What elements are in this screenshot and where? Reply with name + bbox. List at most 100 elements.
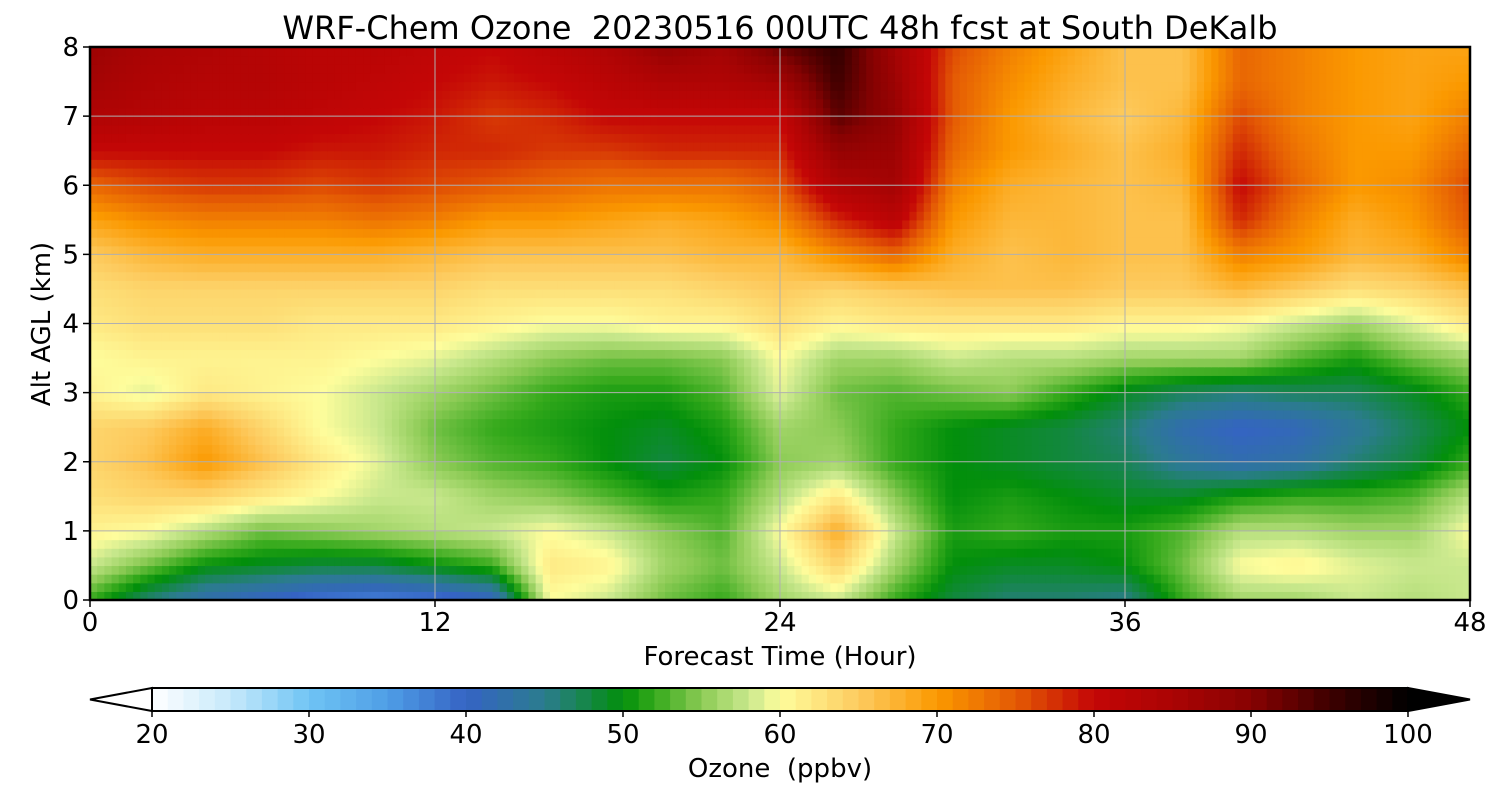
heatmap-cell	[1103, 565, 1112, 575]
heatmap-cell	[1290, 504, 1299, 515]
heatmap-cell	[1426, 504, 1435, 515]
heatmap-cell	[370, 375, 379, 385]
heatmap-cell	[744, 591, 752, 600]
heatmap-cell	[895, 582, 903, 592]
heatmap-cell	[1053, 504, 1061, 515]
heatmap-cell	[435, 418, 443, 428]
heatmap-cell	[169, 453, 177, 463]
heatmap-cell	[377, 418, 386, 428]
heatmap-cell	[902, 530, 910, 541]
heatmap-cell	[938, 470, 946, 480]
heatmap-cell	[571, 470, 580, 480]
heatmap-cell	[1153, 565, 1162, 575]
heatmap-cell	[1110, 383, 1119, 394]
heatmap-cell	[722, 530, 731, 541]
heatmap-cell	[190, 453, 199, 463]
heatmap-cell	[1362, 522, 1370, 532]
heatmap-cell	[801, 591, 810, 600]
heatmap-cell	[815, 479, 824, 489]
heatmap-cell	[1045, 504, 1054, 515]
heatmap-cell	[787, 487, 795, 497]
heatmap-cell	[578, 418, 587, 428]
heatmap-cell	[1089, 582, 1097, 592]
heatmap-cell	[880, 461, 889, 471]
heatmap-cell	[485, 435, 494, 446]
heatmap-cell	[399, 556, 407, 567]
heatmap-cell	[1110, 522, 1119, 532]
heatmap-cell	[542, 582, 551, 592]
heatmap-cell	[945, 539, 954, 549]
heatmap-cell	[506, 513, 515, 523]
heatmap-cell	[1182, 522, 1191, 532]
heatmap-cell	[1175, 513, 1184, 523]
heatmap-cell	[650, 401, 659, 411]
heatmap-cell	[1110, 513, 1119, 523]
heatmap-cell	[341, 461, 350, 471]
heatmap-cell	[391, 582, 400, 592]
heatmap-cell	[988, 496, 997, 506]
heatmap-cell	[772, 574, 781, 584]
heatmap-cell	[966, 487, 975, 497]
heatmap-cell	[384, 383, 393, 394]
heatmap-cell	[1196, 504, 1205, 515]
heatmap-cell	[1139, 375, 1148, 385]
heatmap-cell	[535, 574, 544, 584]
heatmap-cell	[334, 375, 343, 385]
heatmap-cell	[621, 504, 630, 515]
heatmap-cell	[909, 556, 918, 567]
heatmap-cell	[1340, 435, 1349, 446]
heatmap-cell	[744, 574, 752, 584]
heatmap-cell	[1117, 539, 1126, 549]
heatmap-cell	[320, 522, 328, 532]
heatmap-cell	[442, 409, 450, 420]
heatmap-cell	[1053, 548, 1061, 558]
heatmap-cell	[1218, 375, 1227, 385]
heatmap-cell	[1074, 418, 1083, 428]
heatmap-cell	[801, 496, 810, 506]
heatmap-cell	[377, 479, 386, 489]
heatmap-cell	[506, 487, 515, 497]
heatmap-cell	[686, 461, 695, 471]
heatmap-cell	[1074, 409, 1083, 420]
heatmap-cell	[600, 470, 609, 480]
heatmap-cell	[334, 427, 343, 437]
heatmap-cell	[176, 513, 185, 523]
heatmap-cell	[1261, 496, 1270, 506]
heatmap-cell	[161, 479, 170, 489]
heatmap-cell	[1211, 418, 1220, 428]
heatmap-cell	[1002, 401, 1011, 411]
heatmap-cell	[506, 409, 515, 420]
heatmap-cell	[442, 444, 450, 454]
heatmap-cell	[945, 574, 954, 584]
heatmap-cell	[866, 574, 875, 584]
heatmap-cell	[1376, 565, 1385, 575]
heatmap-cell	[478, 591, 486, 600]
heatmap-cell	[938, 530, 946, 541]
heatmap-cell	[657, 504, 666, 515]
heatmap-cell	[722, 401, 731, 411]
heatmap-cell	[169, 470, 177, 480]
heatmap-cell	[276, 461, 285, 471]
heatmap-cell	[744, 556, 752, 567]
heatmap-cell	[765, 504, 774, 515]
heatmap-cell	[1347, 539, 1356, 549]
heatmap-cell	[1247, 401, 1255, 411]
heatmap-cell	[1117, 591, 1126, 600]
heatmap-cell	[140, 539, 149, 549]
heatmap-cell	[981, 453, 990, 463]
heatmap-cell	[1426, 522, 1435, 532]
heatmap-cell	[478, 582, 486, 592]
heatmap-cell	[1283, 530, 1291, 541]
heatmap-cell	[190, 487, 199, 497]
heatmap-cell	[348, 591, 357, 600]
heatmap-cell	[1010, 522, 1018, 532]
heatmap-cell	[895, 591, 903, 600]
heatmap-cell	[125, 479, 134, 489]
heatmap-cell	[1211, 565, 1220, 575]
heatmap-cell	[463, 539, 472, 549]
heatmap-cell	[859, 383, 867, 394]
heatmap-cell	[679, 444, 688, 454]
heatmap-cell	[880, 504, 889, 515]
heatmap-cell	[528, 444, 537, 454]
heatmap-cell	[1347, 383, 1356, 394]
